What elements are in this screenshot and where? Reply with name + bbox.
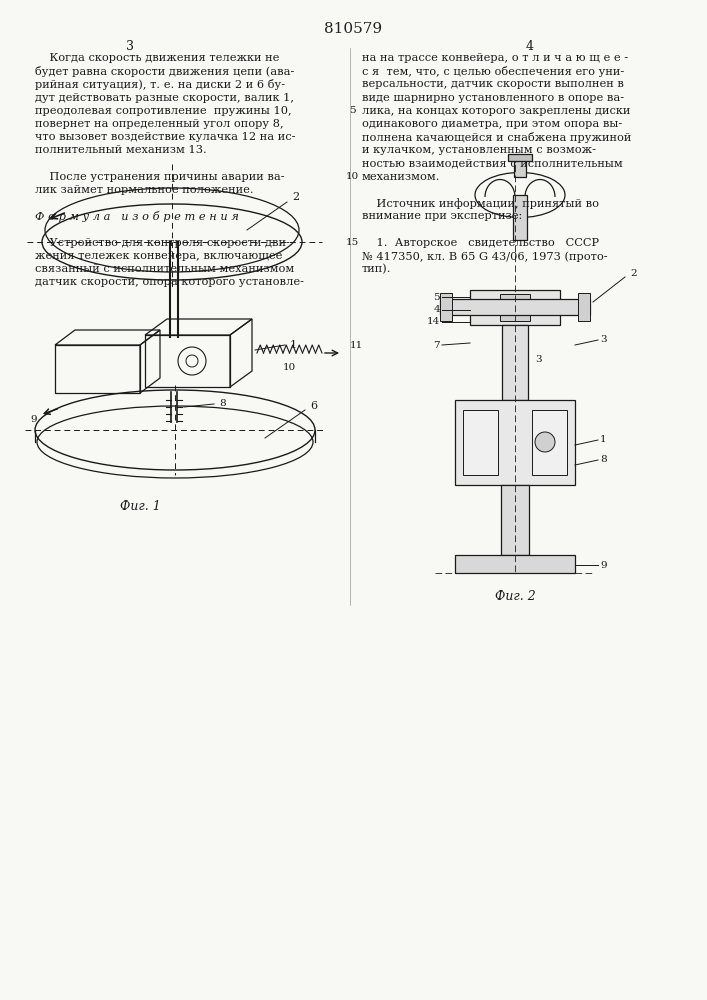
- Bar: [502, 325, 528, 400]
- Text: ностью взаимодействия с исполнительным: ностью взаимодействия с исполнительным: [362, 159, 623, 169]
- Bar: [440, 293, 452, 321]
- Text: 2: 2: [292, 192, 299, 202]
- Text: жения тележек конвейера, включающее: жения тележек конвейера, включающее: [35, 251, 282, 261]
- Text: версальности, датчик скорости выполнен в: версальности, датчик скорости выполнен в: [362, 79, 624, 89]
- Text: 7: 7: [433, 340, 440, 350]
- Text: № 417350, кл. В 65 G 43/06, 1973 (прото-: № 417350, кл. В 65 G 43/06, 1973 (прото-: [362, 251, 607, 262]
- Bar: [463, 410, 498, 475]
- Bar: [455, 400, 575, 485]
- Text: лика, на концах которого закреплены диски: лика, на концах которого закреплены диск…: [362, 106, 631, 116]
- Text: 8: 8: [219, 399, 226, 408]
- Text: полнительный механизм 13.: полнительный механизм 13.: [35, 145, 206, 155]
- Bar: [508, 154, 532, 161]
- Text: виде шарнирно установленного в опоре ва-: виде шарнирно установленного в опоре ва-: [362, 93, 624, 103]
- Text: Ф о р м у л а   и з о б р е т е н и я: Ф о р м у л а и з о б р е т е н и я: [35, 211, 239, 222]
- Text: 1: 1: [290, 340, 297, 350]
- Text: 9: 9: [30, 416, 37, 424]
- Text: внимание при экспертизе:: внимание при экспертизе:: [362, 211, 522, 221]
- Text: рийная ситуация), т. е. на диски 2 и 6 бу-: рийная ситуация), т. е. на диски 2 и 6 б…: [35, 79, 285, 90]
- Text: 4: 4: [433, 306, 440, 314]
- Text: связанный с исполнительным механизмом: связанный с исполнительным механизмом: [35, 264, 294, 274]
- Bar: [470, 290, 560, 325]
- Text: 3: 3: [600, 336, 607, 344]
- Text: 6: 6: [310, 401, 317, 411]
- Text: 1: 1: [600, 436, 607, 444]
- Text: 14: 14: [427, 318, 440, 326]
- Text: тип).: тип).: [362, 264, 392, 275]
- Circle shape: [535, 432, 555, 452]
- Bar: [500, 294, 530, 321]
- Text: Устройство для контроля скорости дви-: Устройство для контроля скорости дви-: [35, 238, 290, 248]
- Text: 10: 10: [282, 362, 296, 371]
- Text: на на трассе конвейера, о т л и ч а ю щ е е -: на на трассе конвейера, о т л и ч а ю щ …: [362, 53, 628, 63]
- Text: Фиг. 1: Фиг. 1: [119, 500, 160, 513]
- Text: Фиг. 2: Фиг. 2: [495, 590, 535, 603]
- Text: с я  тем, что, с целью обеспечения его уни-: с я тем, что, с целью обеспечения его ун…: [362, 66, 624, 77]
- Bar: [501, 485, 529, 555]
- Text: 5: 5: [349, 106, 356, 115]
- Text: Источник информации, принятый во: Источник информации, принятый во: [362, 198, 599, 209]
- Text: дут действовать разные скорости, валик 1,: дут действовать разные скорости, валик 1…: [35, 93, 294, 103]
- Text: и кулачком, установленным с возмож-: и кулачком, установленным с возмож-: [362, 145, 596, 155]
- Text: полнена качающейся и снабжена пружиной: полнена качающейся и снабжена пружиной: [362, 132, 631, 143]
- Bar: [440, 299, 590, 315]
- Bar: [455, 555, 575, 573]
- Bar: [513, 195, 527, 240]
- Text: одинакового диаметра, при этом опора вы-: одинакового диаметра, при этом опора вы-: [362, 119, 622, 129]
- Bar: [514, 157, 526, 177]
- Bar: [578, 293, 590, 321]
- Text: 11: 11: [350, 340, 363, 350]
- Text: что вызовет воздействие кулачка 12 на ис-: что вызовет воздействие кулачка 12 на ис…: [35, 132, 296, 142]
- Text: 15: 15: [346, 238, 358, 247]
- Text: 4: 4: [526, 40, 534, 53]
- Text: 5: 5: [433, 292, 440, 302]
- Text: преодолевая сопротивление  пружины 10,: преодолевая сопротивление пружины 10,: [35, 106, 291, 116]
- Bar: [532, 410, 567, 475]
- Text: После устранения причины аварии ва-: После устранения причины аварии ва-: [35, 172, 285, 182]
- Text: Когда скорость движения тележки не: Когда скорость движения тележки не: [35, 53, 279, 63]
- Text: повернет на определенный угол опору 8,: повернет на определенный угол опору 8,: [35, 119, 284, 129]
- Text: датчик скорости, опора которого установле-: датчик скорости, опора которого установл…: [35, 277, 304, 287]
- Text: будет равна скорости движения цепи (ава-: будет равна скорости движения цепи (ава-: [35, 66, 294, 77]
- Text: 1.  Авторское   свидетельство   СССР: 1. Авторское свидетельство СССР: [362, 238, 599, 248]
- Text: 9: 9: [600, 560, 607, 570]
- Text: 3: 3: [535, 356, 542, 364]
- Text: 810579: 810579: [324, 22, 382, 36]
- Text: 3: 3: [126, 40, 134, 53]
- Text: 2: 2: [630, 269, 636, 278]
- Text: лик займет нормальное положение.: лик займет нормальное положение.: [35, 185, 254, 195]
- Text: 8: 8: [600, 456, 607, 464]
- Text: механизмом.: механизмом.: [362, 172, 440, 182]
- Text: 10: 10: [346, 172, 358, 181]
